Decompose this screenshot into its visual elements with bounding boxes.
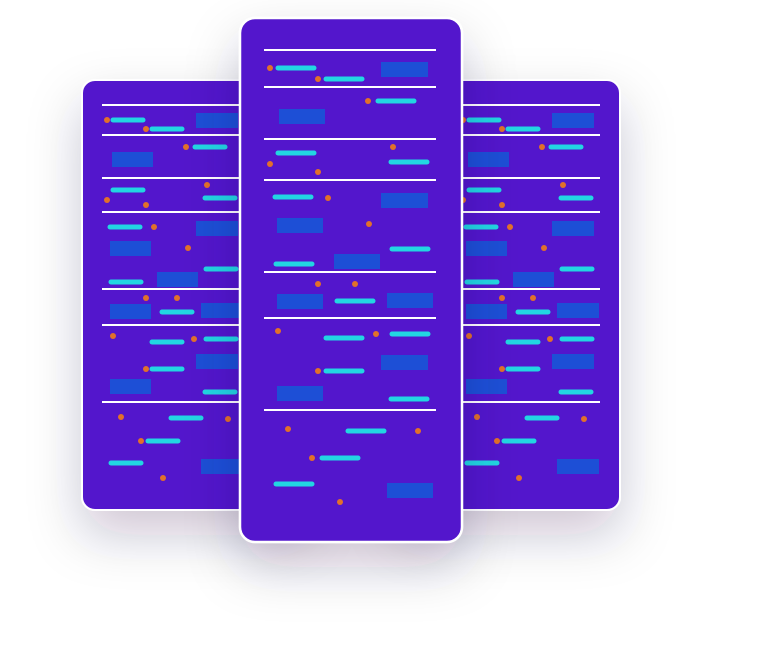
dot: [530, 295, 536, 301]
block: [112, 152, 153, 167]
dot: [499, 202, 505, 208]
dot: [373, 331, 379, 337]
dot: [143, 202, 149, 208]
dot: [315, 169, 321, 175]
dot: [174, 295, 180, 301]
block: [468, 152, 509, 167]
dot: [309, 455, 315, 461]
dot: [315, 281, 321, 287]
dot: [365, 98, 371, 104]
block: [381, 193, 428, 208]
dot: [325, 195, 331, 201]
block: [157, 272, 198, 287]
dot: [185, 245, 191, 251]
dot: [560, 182, 566, 188]
dot: [285, 426, 291, 432]
dot: [466, 333, 472, 339]
dot: [143, 366, 149, 372]
block: [279, 109, 325, 124]
block: [552, 113, 594, 128]
dot: [267, 65, 273, 71]
block: [196, 221, 238, 236]
block: [387, 293, 433, 308]
dot: [267, 161, 273, 167]
dot: [104, 117, 110, 123]
block: [196, 354, 238, 369]
dot: [151, 224, 157, 230]
dot: [366, 221, 372, 227]
block: [110, 304, 151, 319]
block: [381, 62, 428, 77]
dot: [547, 336, 553, 342]
dot: [275, 328, 281, 334]
block: [387, 483, 433, 498]
block: [110, 241, 151, 256]
dot: [499, 126, 505, 132]
block: [552, 221, 594, 236]
dot: [118, 414, 124, 420]
dot: [390, 144, 396, 150]
dot: [315, 368, 321, 374]
dot: [160, 475, 166, 481]
block: [277, 218, 323, 233]
block: [466, 304, 507, 319]
block: [466, 379, 507, 394]
block: [196, 113, 238, 128]
dot: [183, 144, 189, 150]
block: [201, 459, 243, 474]
block: [513, 272, 554, 287]
dot: [191, 336, 197, 342]
dot: [499, 295, 505, 301]
dot: [541, 245, 547, 251]
dot: [507, 224, 513, 230]
block: [552, 354, 594, 369]
dot: [315, 76, 321, 82]
dot: [494, 438, 500, 444]
dot: [539, 144, 545, 150]
dot: [104, 197, 110, 203]
dot: [499, 366, 505, 372]
dot: [143, 295, 149, 301]
center-card: [238, 16, 464, 544]
dot: [352, 281, 358, 287]
block: [557, 303, 599, 318]
dot: [225, 416, 231, 422]
center-card-content: [264, 49, 436, 505]
dot: [581, 416, 587, 422]
block: [277, 386, 323, 401]
dot: [143, 126, 149, 132]
block: [466, 241, 507, 256]
block: [201, 303, 243, 318]
dot: [110, 333, 116, 339]
right-card-content: [400, 104, 600, 481]
dot: [337, 499, 343, 505]
block: [110, 379, 151, 394]
block: [334, 254, 380, 269]
dot: [516, 475, 522, 481]
block: [557, 459, 599, 474]
dot: [474, 414, 480, 420]
dot: [415, 428, 421, 434]
dot: [138, 438, 144, 444]
left-card-content: [102, 104, 304, 481]
block: [277, 294, 323, 309]
dot: [204, 182, 210, 188]
block: [381, 355, 428, 370]
